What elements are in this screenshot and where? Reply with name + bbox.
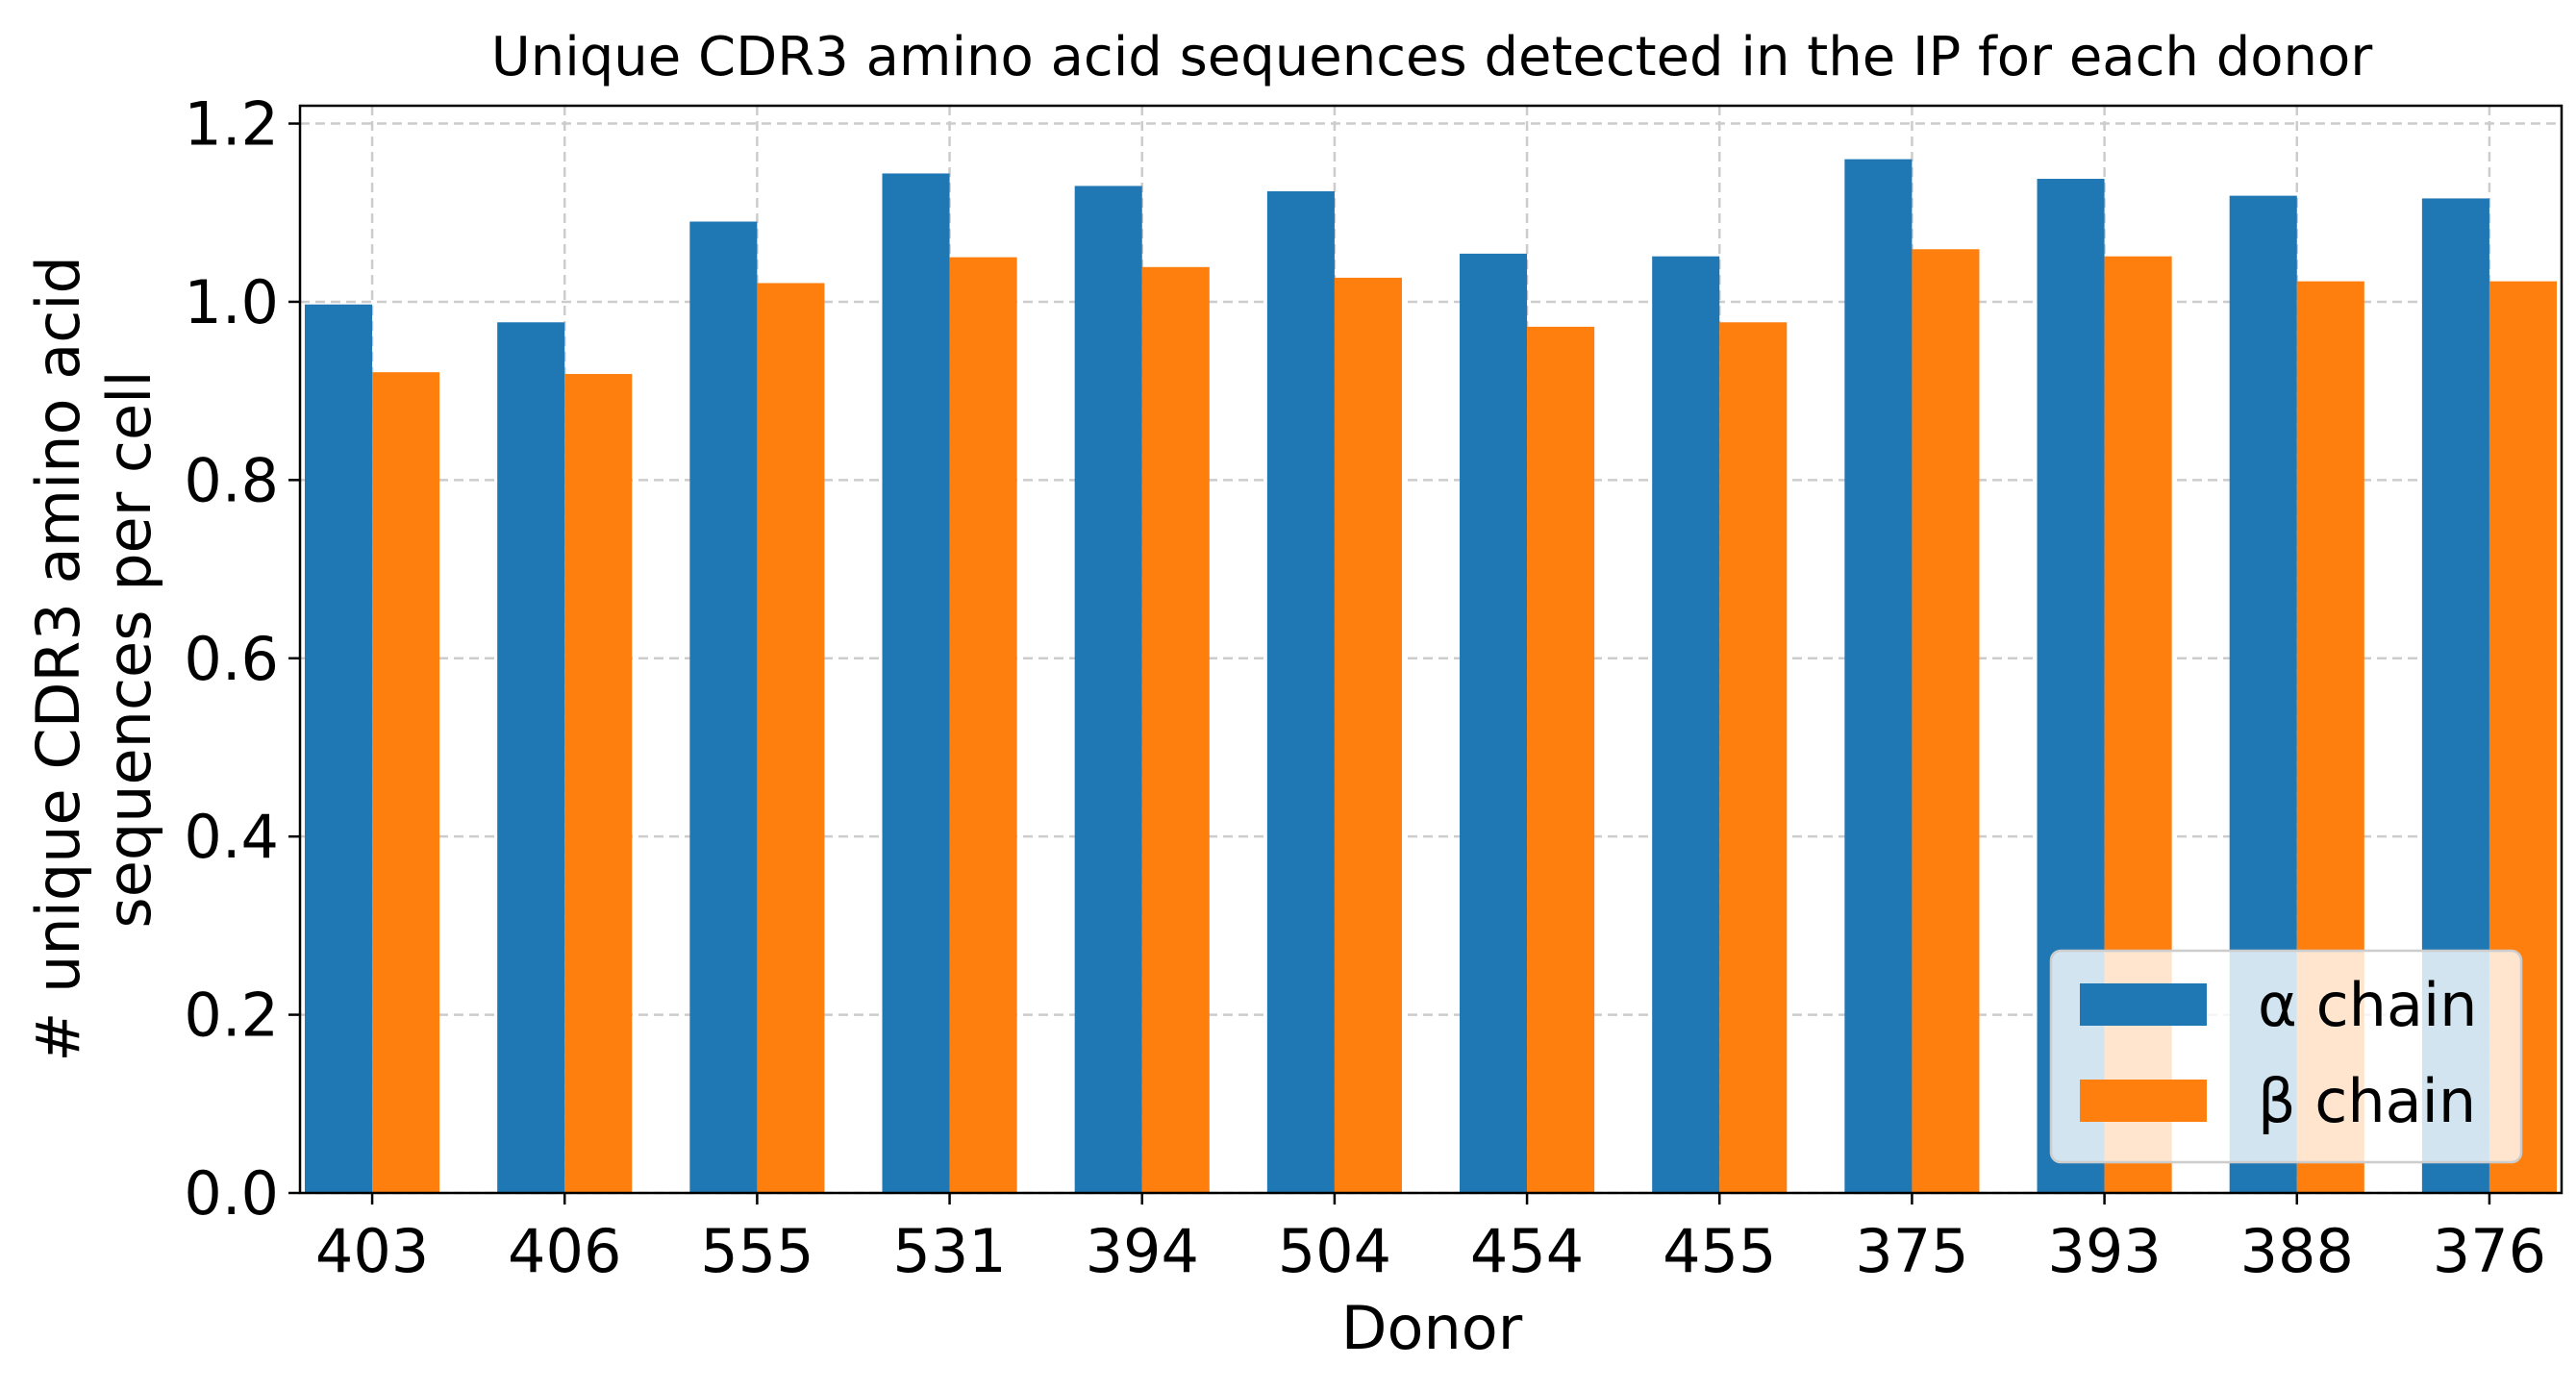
x-tick-label: 454 (1470, 1216, 1584, 1286)
x-tick-label: 403 (315, 1216, 429, 1286)
x-tick-label: 455 (1663, 1216, 1776, 1286)
x-tick-label: 406 (508, 1216, 621, 1286)
legend-label-alpha: α chain (2258, 970, 2477, 1040)
legend: α chain β chain (2049, 949, 2523, 1164)
x-tick-label: 393 (2047, 1216, 2161, 1286)
bar-alpha-375 (1844, 159, 1913, 1194)
bar-alpha-455 (1652, 256, 1720, 1193)
axes (298, 104, 2563, 1195)
y-tick-label: 0.8 (184, 445, 279, 515)
bar-beta-555 (757, 283, 825, 1193)
chart-title: Unique CDR3 amino acid sequences detecte… (491, 26, 2374, 88)
bar-beta-455 (1719, 322, 1788, 1193)
bar-beta-403 (372, 372, 440, 1193)
legend-swatch-beta (2080, 1080, 2207, 1122)
bar-alpha-403 (305, 304, 373, 1194)
x-tick-label: 376 (2433, 1216, 2546, 1286)
y-axis-label: # unique CDR3 amino acid sequences per c… (23, 236, 164, 1061)
bar-alpha-555 (689, 221, 758, 1194)
bar-beta-504 (1334, 277, 1402, 1193)
legend-label-beta: β chain (2258, 1066, 2476, 1136)
x-tick-label: 531 (892, 1216, 1006, 1286)
bar-alpha-406 (497, 322, 565, 1193)
y-tick-label: 1.0 (184, 267, 279, 337)
plot-frame (298, 104, 2563, 1195)
bar-alpha-454 (1460, 253, 1528, 1194)
bar-beta-454 (1527, 326, 1595, 1193)
x-axis-ticks: 403 406 555 531 394 504 454 455 375 393 388 376 (315, 1193, 2546, 1286)
bar-alpha-394 (1074, 186, 1142, 1193)
y-tick-label: 0.0 (184, 1158, 279, 1229)
y-tick-label: 0.6 (184, 624, 279, 694)
bars (305, 159, 2557, 1194)
x-tick-label: 555 (700, 1216, 813, 1286)
legend-swatch-alpha (2080, 983, 2207, 1026)
bar-beta-375 (1912, 249, 1980, 1194)
bar-alpha-504 (1266, 190, 1335, 1194)
y-axis-label-line-2: sequences per cell (94, 370, 164, 928)
bar-alpha-531 (882, 173, 950, 1194)
y-tick-label: 0.2 (184, 981, 279, 1051)
bar-beta-406 (564, 374, 633, 1193)
y-axis-ticks: 0.0 0.2 0.4 0.6 0.8 1.0 1.2 (184, 89, 300, 1229)
y-axis-label-line-1: # unique CDR3 amino acid (23, 256, 93, 1061)
bar-beta-394 (1141, 266, 1210, 1193)
bar-beta-531 (949, 257, 1017, 1193)
y-tick-label: 1.2 (184, 89, 279, 160)
x-tick-label: 375 (1855, 1216, 1968, 1286)
y-tick-label: 0.4 (184, 802, 279, 872)
x-tick-label: 394 (1086, 1216, 1199, 1286)
x-tick-label: 388 (2240, 1216, 2354, 1286)
x-axis-label: Donor (1341, 1293, 1523, 1363)
x-tick-label: 504 (1278, 1216, 1391, 1286)
